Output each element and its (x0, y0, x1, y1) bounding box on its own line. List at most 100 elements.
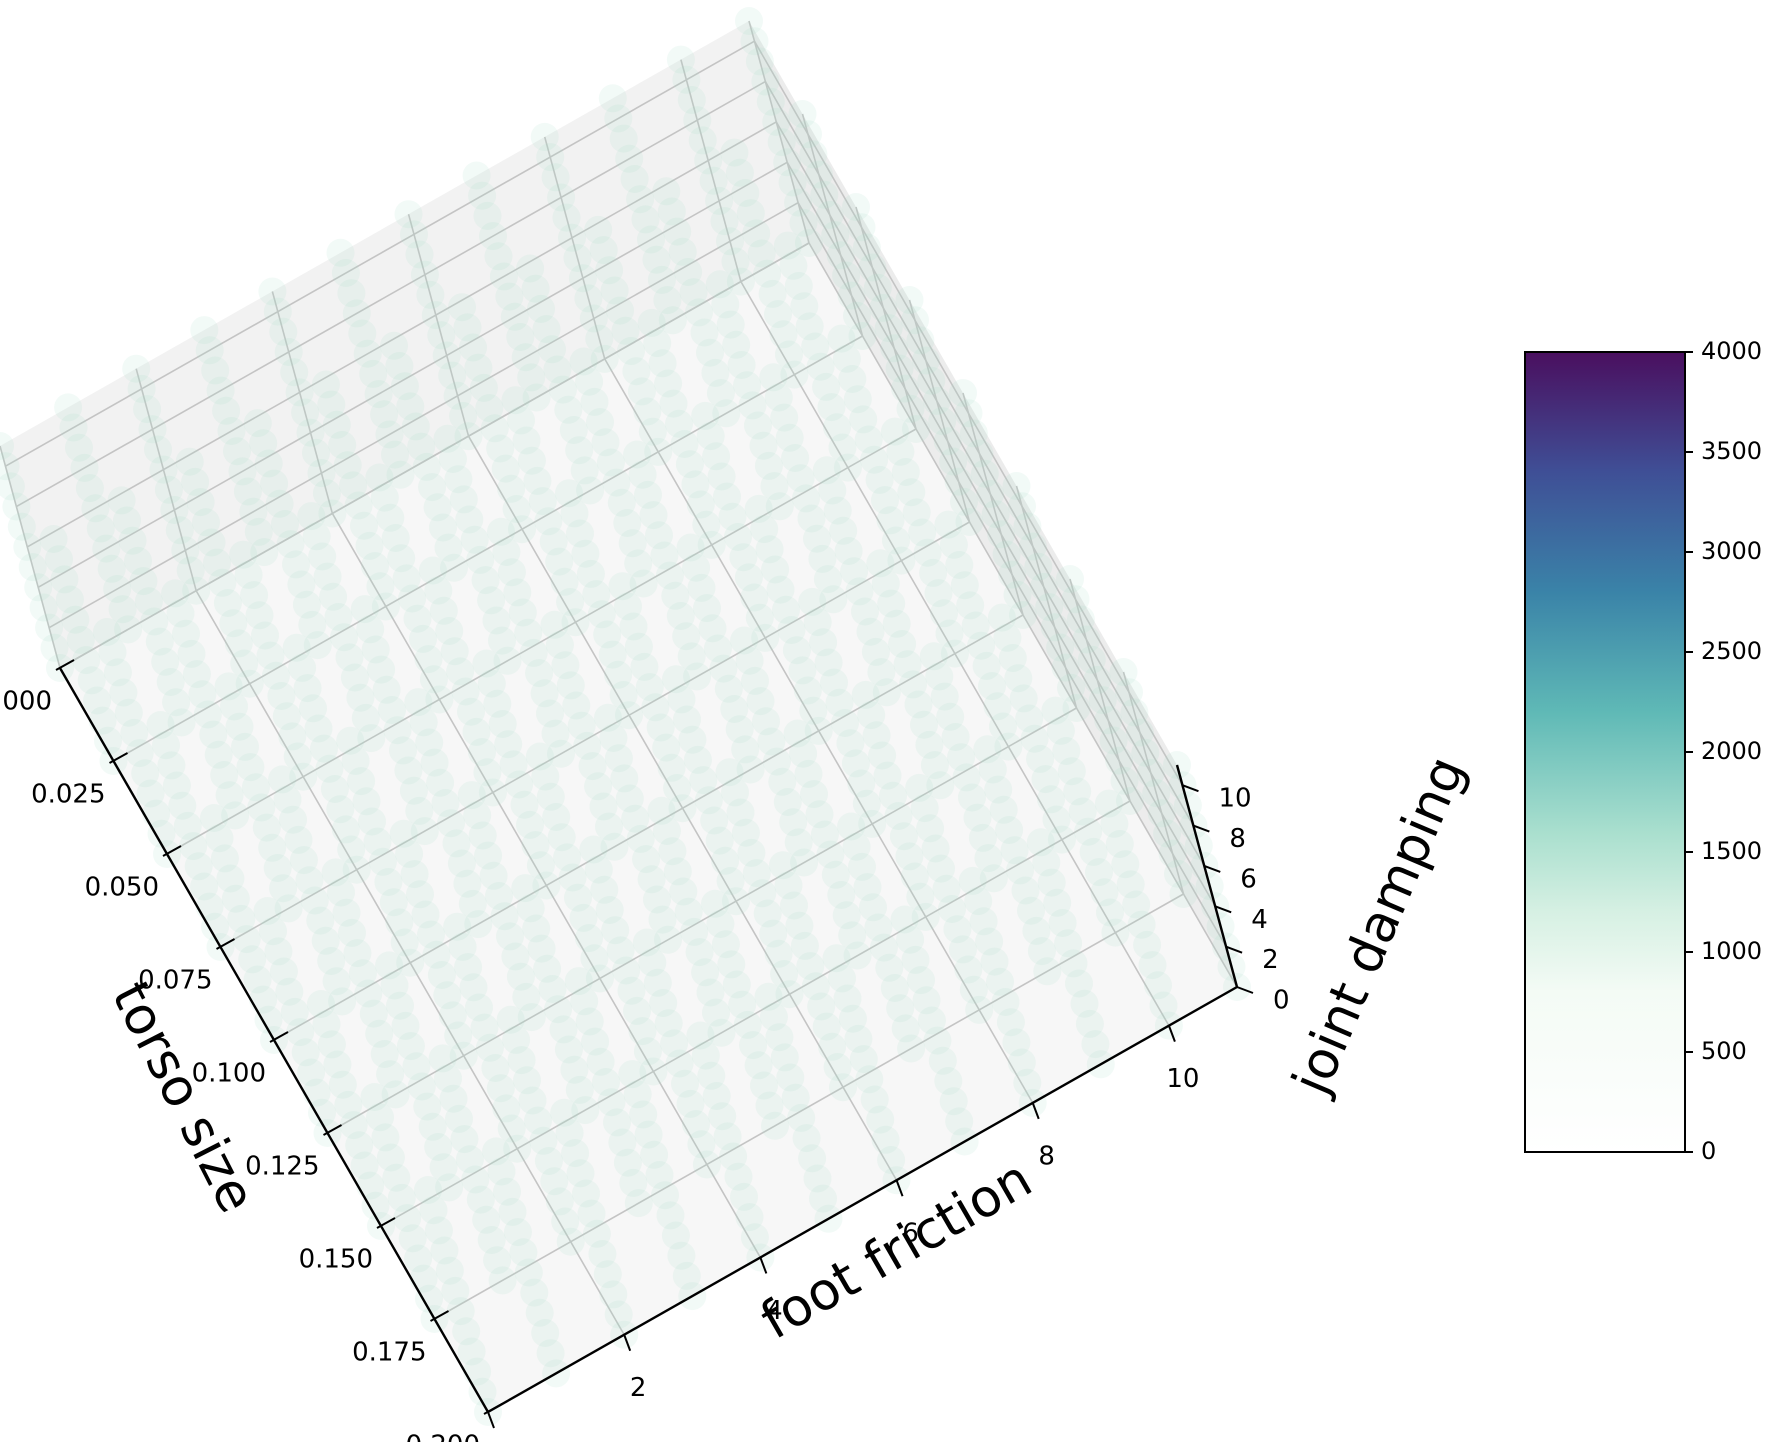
data-point (781, 444, 810, 472)
x-tick-label: 0.075 (138, 966, 212, 996)
data-point (1041, 696, 1070, 725)
data-point (468, 738, 496, 767)
data-point (841, 749, 870, 778)
data-point (963, 803, 992, 832)
data-point (956, 591, 985, 620)
x-tick-label: 0.000 (0, 687, 52, 717)
data-point (1018, 532, 1047, 561)
gridline-x-floor (327, 707, 1077, 1134)
data-point (697, 530, 726, 559)
data-point (280, 358, 309, 387)
data-point (544, 995, 572, 1024)
data-point (569, 347, 598, 376)
data-point (525, 659, 554, 688)
data-point (652, 733, 681, 762)
data-point (380, 331, 408, 360)
data-point (359, 999, 388, 1028)
data-point (920, 751, 949, 780)
data-point (913, 538, 942, 567)
data-point (851, 680, 880, 709)
data-point (459, 973, 488, 1002)
data-point (291, 398, 320, 427)
data-point (934, 510, 963, 539)
data-point (623, 996, 651, 1025)
data-point (735, 1203, 764, 1232)
data-point (873, 761, 902, 790)
data-point (251, 621, 279, 650)
data-point (382, 1163, 411, 1192)
data-point (847, 213, 876, 242)
data-point (1138, 951, 1167, 980)
data-point (280, 997, 309, 1026)
data-point (799, 696, 828, 725)
data-point (934, 1067, 963, 1095)
data-point (632, 928, 661, 957)
data-point (668, 237, 697, 266)
data-point (983, 692, 1012, 721)
data-point (1115, 678, 1143, 707)
data-point (563, 244, 592, 272)
x-tick-mark (430, 1310, 449, 1322)
data-point (461, 1165, 490, 1194)
data-point (696, 978, 725, 1007)
data-point (250, 538, 279, 567)
data-point (998, 644, 1027, 672)
data-point (609, 124, 638, 153)
data-point (1051, 653, 1080, 682)
data-point (274, 894, 303, 923)
data-point (120, 718, 149, 747)
data-point (506, 962, 535, 991)
data-point (728, 990, 757, 1019)
data-point (687, 1130, 716, 1159)
data-point (108, 595, 137, 624)
data-point (488, 1266, 517, 1295)
data-point (1149, 991, 1178, 1020)
data-point (652, 817, 681, 845)
data-point (444, 1021, 473, 1050)
data-point (513, 1066, 541, 1095)
data-point (720, 695, 749, 723)
colorbar-tick-label: 1000 (1701, 937, 1762, 965)
data-point (889, 822, 918, 851)
data-point (688, 126, 717, 155)
data-point (560, 1055, 589, 1084)
data-point (418, 556, 447, 585)
data-point (353, 339, 382, 368)
data-point (663, 774, 692, 802)
data-point (586, 1047, 615, 1076)
data-point (240, 581, 269, 610)
data-point (385, 908, 414, 937)
data-point (521, 831, 550, 860)
data-point (271, 510, 299, 538)
data-point (575, 924, 603, 953)
data-point (236, 753, 265, 782)
data-point (507, 1046, 536, 1075)
data-point (737, 838, 766, 867)
data-point (355, 531, 384, 560)
data-point (1017, 896, 1045, 925)
data-point (803, 608, 832, 637)
data-point (722, 887, 750, 916)
data-point (855, 1065, 884, 1094)
data-point (331, 815, 360, 844)
gridline-x-wall (801, 113, 864, 337)
data-point (1096, 898, 1124, 927)
data-point (318, 499, 347, 528)
data-point (370, 400, 399, 429)
data-point (699, 166, 728, 195)
data-point (548, 375, 577, 404)
data-point (405, 240, 434, 269)
data-point (1105, 830, 1134, 858)
data-point (562, 691, 591, 720)
data-point (880, 417, 909, 446)
data-point (752, 707, 780, 736)
data-point (687, 573, 716, 602)
data-point (365, 1019, 394, 1048)
data-point (1013, 1068, 1042, 1097)
z-tick-mark (1182, 784, 1199, 793)
data-point (118, 526, 147, 555)
data-point (587, 600, 616, 629)
data-point (421, 301, 450, 330)
data-point (1110, 766, 1139, 795)
data-point (945, 1107, 974, 1136)
